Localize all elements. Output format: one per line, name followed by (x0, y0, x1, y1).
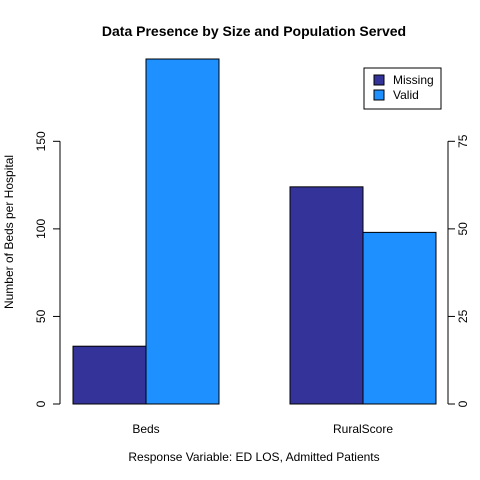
chart-title: Data Presence by Size and Population Ser… (102, 23, 406, 39)
y-axis-label-left: Number of Beds per Hospital (2, 155, 16, 309)
bar-ruralscore-missing (289, 186, 364, 405)
legend-swatch-missing (373, 74, 385, 86)
right-tick-label: 25 (456, 309, 470, 323)
bar-beds-valid (145, 58, 220, 405)
legend-label-missing: Missing (393, 73, 434, 87)
left-tick-label: 0 (34, 400, 48, 407)
left-axis: 0 50 100 150 (34, 131, 61, 407)
x-tick-label-beds: Beds (132, 422, 159, 436)
x-tick-label-ruralscore: RuralScore (333, 422, 393, 436)
right-tick-label: 50 (456, 222, 470, 236)
bar-ruralscore-valid (362, 231, 437, 405)
bar-beds-missing (72, 345, 147, 405)
x-axis-label: Response Variable: ED LOS, Admitted Pati… (128, 450, 379, 464)
right-tick-label: 0 (456, 400, 470, 407)
x-category-labels: Beds RuralScore (132, 422, 393, 436)
legend-swatch-valid (373, 89, 385, 101)
left-tick-label: 50 (34, 309, 48, 323)
right-axis: 0 25 50 75 (447, 134, 470, 407)
legend-label-valid: Valid (393, 88, 419, 102)
right-tick-label: 75 (456, 134, 470, 148)
left-tick-label: 150 (34, 131, 48, 151)
left-tick-label: 100 (34, 219, 48, 239)
bars-group (72, 58, 437, 405)
